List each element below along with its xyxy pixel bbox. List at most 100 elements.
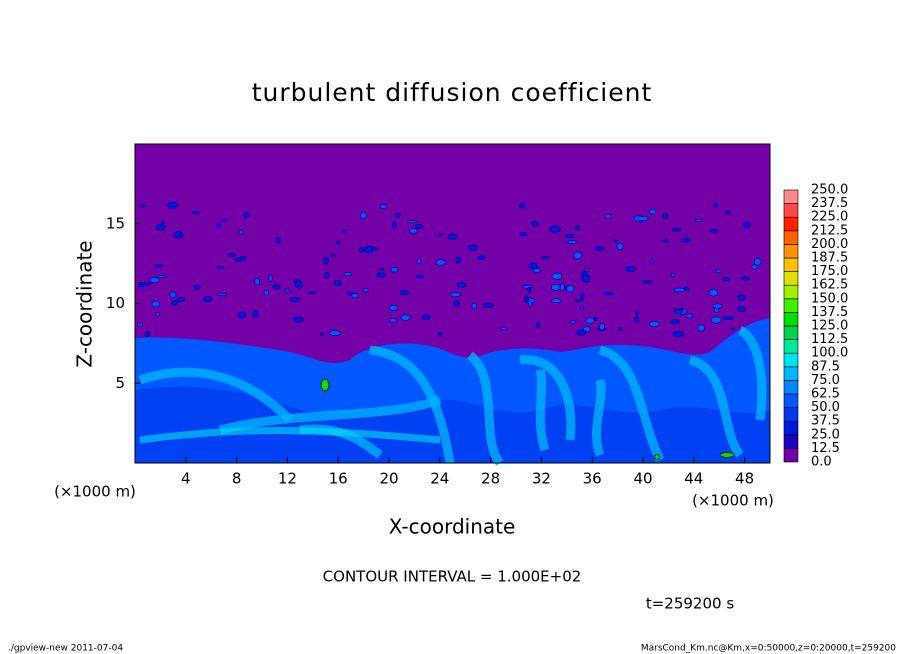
field-blob [566,285,575,293]
field-swirl [519,355,576,441]
colorbar-label: 225.0 [811,210,848,225]
field-blob [216,265,225,269]
time-label: t=259200 s [646,595,734,613]
field-blob [336,240,341,245]
field-blob [634,315,639,323]
field-blob [482,302,494,308]
field-blob [155,224,166,231]
field-blob [140,281,152,286]
field-blob [550,283,561,291]
field-blob [649,260,655,263]
colorbar-box [783,380,799,395]
field-blob [438,331,443,337]
field-blob [613,238,618,243]
colorbar-label: 37.5 [811,414,840,429]
field-blob [272,284,281,290]
field-blob [394,213,401,218]
field-blob [450,292,462,297]
colorbar-label: 175.0 [811,264,848,279]
field-blob [567,239,577,245]
colorbar-box [783,312,799,327]
field-blob [435,259,446,266]
field-blob [670,272,675,278]
colorbar-box [783,448,799,463]
colorbar-label: 12.5 [811,441,840,456]
colorbar-label: 50.0 [811,400,840,415]
field-blob [414,223,424,230]
field-blob [730,327,735,331]
field-swirl [218,395,442,435]
field-blob [390,266,399,273]
colorbar-label: 100.0 [811,346,848,361]
colorbar-box [783,339,799,354]
field-blob [155,312,160,317]
field-blob [415,275,425,279]
field-blob [389,318,398,323]
field-swirl [138,367,294,424]
field-blob [709,229,719,233]
field-contour [320,378,330,392]
field-blob [672,330,684,338]
field-blob [263,290,270,296]
colorbar-box [783,203,799,218]
colorbar-label: 112.5 [811,332,848,347]
field-blob [551,298,562,304]
colorbar-label: 25.0 [811,427,840,442]
field-blob [722,277,731,282]
field-blob [453,300,460,307]
field-blob [685,313,693,319]
field-blob [319,332,324,336]
field-swirl [737,325,767,421]
field-blob [238,230,244,235]
field-lower [135,386,770,463]
field-blob [536,321,540,329]
field-blob [519,202,526,209]
field-blob [167,201,178,209]
field-blob [678,308,684,314]
field-blob [713,202,718,208]
y-tick-label: 15 [106,214,125,232]
colorbar-label: 212.5 [811,223,848,238]
colorbar-label: 162.5 [811,278,848,293]
field-blob [468,244,478,251]
colorbar-box [783,257,799,272]
colorbar-label: 125.0 [811,319,848,334]
field-blob [216,293,228,296]
field-blob [407,220,418,224]
colorbar-box [783,393,799,408]
field-blob [524,295,529,303]
y-tick-label: 10 [106,294,125,312]
field-blob [576,329,587,336]
colorbar-box [783,189,799,204]
field-blob [193,285,201,290]
x-tick-label: 8 [232,470,242,488]
colorbar-label: 62.5 [811,387,840,402]
field-blob [283,289,291,293]
field-blob [191,211,200,215]
field-blob [457,281,467,288]
field-blob [342,229,347,233]
field-blob [635,310,640,315]
field-blob [708,289,719,297]
colorbar-box [783,325,799,340]
field-blob [625,265,636,273]
field-blob [295,281,304,289]
field-blob [649,209,657,215]
field-blob [532,268,541,273]
colorbar-label: 87.5 [811,359,840,374]
field-blob [400,314,411,321]
y-unit: (×1000 m) [54,483,136,501]
colorbar-label: 75.0 [811,373,840,388]
field-blob [642,280,653,284]
field-blob [216,222,221,228]
field-blob [477,255,486,260]
field-blob [161,221,166,225]
field-blob [388,304,398,311]
field-blob [333,280,342,286]
field-blob [438,233,443,236]
field-blob [531,220,539,227]
field-blob [753,258,762,266]
colorbar-label: 250.0 [811,183,848,198]
field-blob [363,246,373,254]
